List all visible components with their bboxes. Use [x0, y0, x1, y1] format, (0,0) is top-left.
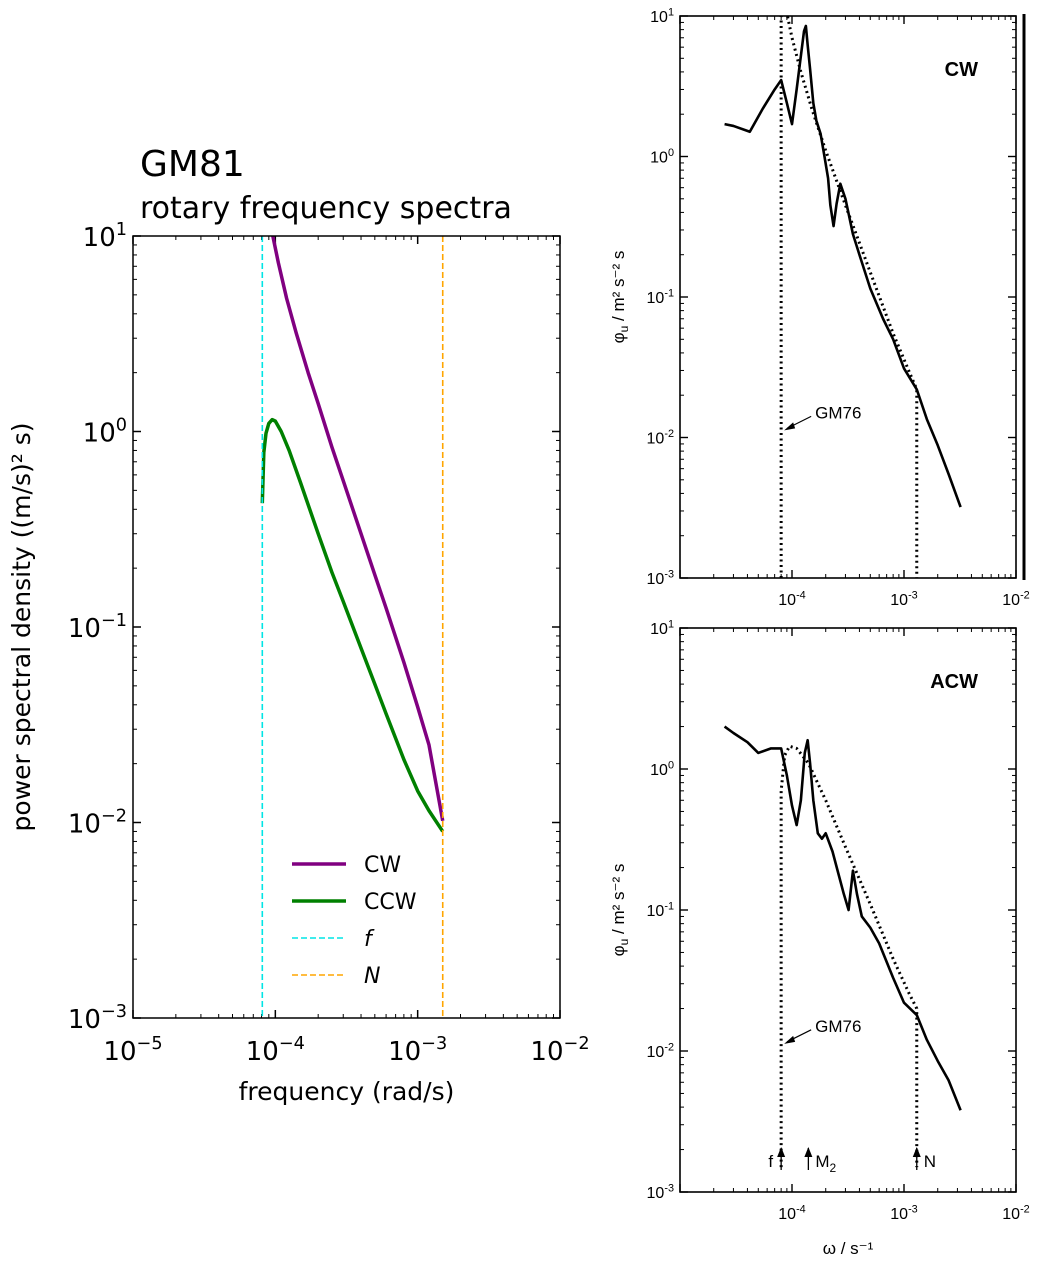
series-ccw-line — [260, 417, 445, 833]
x-tick-label: 10−4 — [246, 1034, 305, 1067]
annotation-label: GM76 — [815, 1017, 861, 1036]
gm81-spectra-panel: 10−5 10−4 10−3 10−2 10−3 10−2 10−1 100 101 freque… — [7, 220, 590, 1106]
annotation-label: GM76 — [815, 403, 861, 422]
y-tick-label: 10-3 — [647, 1182, 674, 1202]
series-observed-line — [724, 24, 962, 508]
legend-label-f: f — [364, 927, 375, 952]
plot-area — [723, 725, 962, 1168]
panel-label: CW — [945, 59, 978, 81]
y-axis-label: φu / m² s⁻² s — [609, 864, 631, 957]
y-tick-label: 100 — [650, 759, 674, 779]
cw-observed-spectra-panel: 10-4 10-3 10-2 10-3 10-2 10-1 100 101 CW φu / m² … — [609, 6, 1030, 609]
y-tick-label: 10-1 — [647, 900, 674, 920]
plot-frame — [679, 627, 1017, 1193]
x-tick-label: 10−3 — [388, 1034, 447, 1067]
x-tick-label: 10−5 — [103, 1034, 162, 1067]
x-tick-label: 10−2 — [530, 1034, 589, 1067]
annotation-arrow-head — [784, 1035, 796, 1044]
y-axis-label: power spectral density ((m/s)² s) — [7, 423, 36, 832]
y-tick-label: 101 — [650, 618, 674, 638]
y-tick-label: 101 — [83, 220, 127, 253]
chart-subtitle: rotary frequency spectra — [140, 191, 512, 226]
plot-area — [260, 236, 445, 1018]
y-tick-label: 10-1 — [647, 287, 674, 307]
y-tick-label: 10−1 — [68, 611, 127, 644]
x-tick-label: 10-3 — [890, 589, 917, 609]
y-tick-label: 100 — [83, 416, 127, 449]
series-observed-line — [723, 725, 962, 1111]
y-tick-label: 101 — [650, 6, 674, 26]
plot-frame — [679, 15, 1017, 579]
legend-label-ccw: CCW — [364, 890, 417, 915]
series-gm76-line — [779, 16, 919, 578]
y-axis-label: φu / m² s⁻² s — [609, 251, 631, 344]
legend-label-n: N — [364, 964, 380, 989]
x-tick-label: 10-2 — [1002, 1203, 1029, 1223]
x-tick-label: 10-3 — [890, 1203, 917, 1223]
series-gm76-line — [779, 744, 919, 1168]
x-tick-label: 10-2 — [1002, 589, 1029, 609]
x-axis-label: frequency (rad/s) — [239, 1077, 455, 1106]
marker-label-n: N — [924, 1152, 936, 1171]
annotation-arrow-head — [784, 422, 796, 431]
y-tick-label: 10-3 — [647, 568, 674, 588]
acw-observed-spectra-panel: 10-4 10-3 10-2 10-3 10-2 10-1 100 101 ACW φu / m²… — [609, 618, 1030, 1258]
plot-area — [724, 16, 962, 578]
marker-arrow-head — [912, 1147, 921, 1157]
y-tick-label: 10-2 — [647, 1041, 674, 1061]
legend-label-cw: CW — [364, 853, 401, 878]
x-axis-label: ω / s⁻¹ — [823, 1239, 874, 1258]
y-tick-label: 10−2 — [68, 807, 127, 840]
y-tick-label: 100 — [650, 147, 674, 167]
y-tick-label: 10-2 — [647, 428, 674, 448]
series-cw-line — [271, 236, 445, 822]
chart-title: GM81 — [140, 144, 245, 185]
legend: CW CCW fN — [292, 853, 417, 989]
marker-label-m: M2 — [815, 1152, 836, 1175]
y-tick-label: 10−3 — [68, 1002, 127, 1035]
marker-arrow-head — [777, 1147, 786, 1157]
marker-label-f: f — [768, 1152, 773, 1171]
x-tick-label: 10-4 — [778, 589, 805, 609]
marker-arrow-head — [804, 1147, 813, 1157]
panel-label: ACW — [930, 671, 978, 693]
plot-frame — [132, 235, 561, 1019]
x-tick-label: 10-4 — [778, 1203, 805, 1223]
